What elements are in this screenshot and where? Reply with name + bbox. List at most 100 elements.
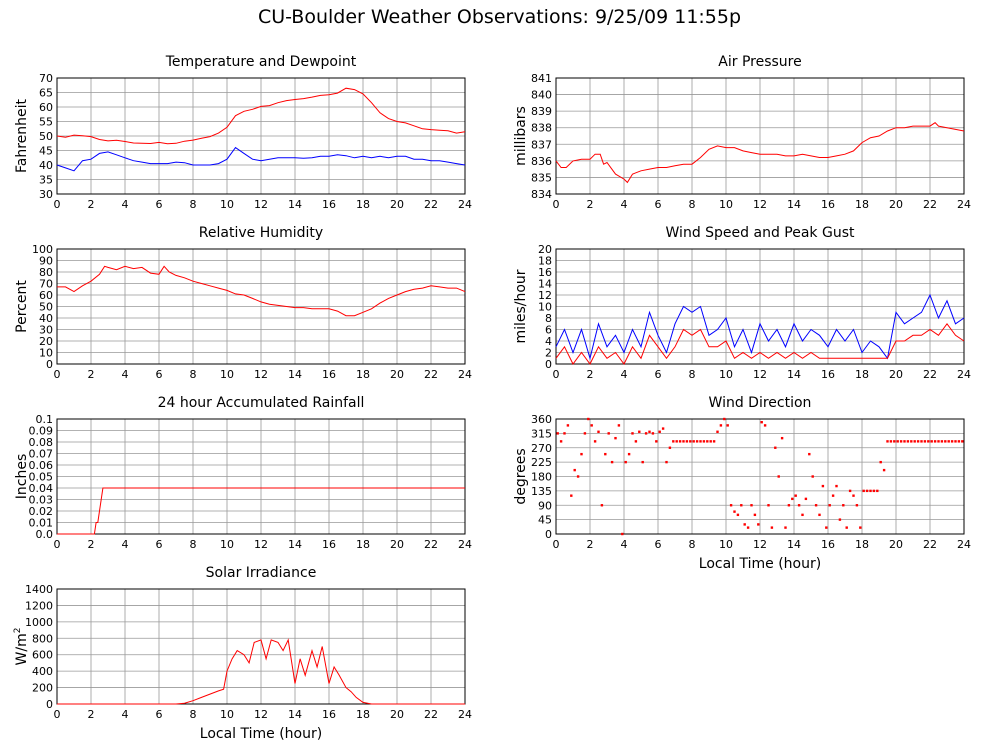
x-tick-label: 22 (424, 198, 438, 211)
x-tick-label: 24 (957, 368, 971, 381)
data-point (699, 440, 702, 443)
data-point (859, 526, 862, 529)
data-point (566, 424, 570, 427)
data-point (658, 430, 661, 433)
x-tick-label: 24 (458, 708, 472, 721)
x-tick-label: 20 (889, 538, 903, 551)
y-tick-label: 0 (545, 358, 552, 371)
x-tick-label: 18 (855, 198, 869, 211)
x-tick-label: 22 (424, 368, 438, 381)
x-tick-label: 12 (254, 368, 268, 381)
data-point (791, 497, 794, 501)
data-point (583, 432, 587, 435)
data-point (624, 460, 627, 464)
data-point (668, 446, 672, 449)
y-tick-label: 4 (545, 335, 552, 348)
chart-direction: 0 2 4 6 8 10 12 14 16 18 20 22 240459013518022527031… (513, 395, 971, 572)
x-tick-label: 14 (787, 368, 801, 381)
y-tick-label: 225 (531, 456, 552, 469)
data-point (590, 424, 593, 427)
x-tick-label: 0 (553, 198, 560, 211)
y-tick-label: 45 (39, 145, 53, 158)
x-tick-label: 10 (719, 538, 733, 551)
x-tick-label: 4 (122, 198, 129, 211)
x-tick-label: 14 (288, 538, 302, 551)
y-tick-label: 0.1 (36, 413, 54, 426)
x-tick-label: 24 (458, 198, 472, 211)
data-point (855, 504, 859, 507)
series-line-temp-1 (56, 146, 466, 172)
series-line-rain-0 (57, 487, 465, 535)
x-tick-label: 8 (190, 368, 197, 381)
x-tick-label: 8 (689, 538, 696, 551)
x-tick-label: 20 (390, 198, 404, 211)
y-tick-label: 0.01 (29, 517, 54, 530)
y-tick-label: 70 (39, 278, 53, 291)
chart-title: Wind Direction (709, 395, 812, 411)
data-point (940, 440, 944, 443)
y-tick-label: 837 (531, 138, 552, 151)
x-tick-label: 12 (753, 368, 767, 381)
y-axis-label: millibars (513, 106, 529, 166)
x-tick-label: 2 (587, 538, 594, 551)
data-point (610, 460, 614, 464)
data-point (947, 440, 950, 443)
x-tick-label: 12 (753, 198, 767, 211)
data-point (957, 440, 961, 443)
x-tick-label: 14 (787, 198, 801, 211)
x-tick-label: 4 (122, 368, 129, 381)
x-tick-label: 12 (254, 708, 268, 721)
data-point (825, 526, 828, 529)
y-tick-label: 315 (531, 427, 552, 440)
data-point (614, 436, 617, 440)
chart-title: Relative Humidity (199, 225, 323, 241)
y-tick-label: 2 (545, 347, 552, 360)
x-tick-label: 16 (322, 368, 336, 381)
data-point (736, 513, 740, 517)
data-point (723, 417, 726, 421)
data-point (831, 494, 835, 497)
y-axis-label: Inches (14, 454, 30, 499)
x-tick-label: 0 (54, 538, 61, 551)
data-point (774, 446, 777, 449)
y-tick-label: 0.04 (29, 482, 54, 495)
data-point (903, 440, 906, 443)
x-tick-label: 6 (655, 368, 662, 381)
data-point (729, 504, 733, 507)
data-point (706, 440, 709, 443)
data-point (954, 440, 957, 443)
x-tick-label: 4 (621, 198, 628, 211)
data-point (818, 513, 821, 517)
data-point (600, 504, 604, 507)
x-tick-label: 0 (54, 368, 61, 381)
data-point (801, 513, 804, 517)
x-tick-label: 24 (458, 538, 472, 551)
y-tick-label: 45 (538, 514, 552, 527)
data-point (927, 440, 930, 443)
data-point (655, 440, 658, 443)
x-tick-label: 12 (254, 198, 268, 211)
x-tick-label: 20 (390, 708, 404, 721)
data-point (842, 504, 845, 507)
data-point (682, 440, 685, 443)
data-point (689, 440, 692, 443)
data-point (937, 440, 940, 443)
x-tick-label: 18 (356, 538, 370, 551)
y-tick-label: 0 (545, 528, 552, 541)
data-point (651, 432, 655, 435)
x-tick-label: 22 (923, 538, 937, 551)
data-point (743, 523, 746, 526)
y-tick-label: 20 (538, 243, 552, 256)
x-tick-label: 10 (719, 368, 733, 381)
x-tick-label: 16 (322, 538, 336, 551)
data-point (930, 440, 933, 443)
data-point (685, 440, 689, 443)
chart-title: Solar Irradiance (206, 565, 317, 581)
plot-frame (555, 248, 965, 365)
y-tick-label: 841 (531, 72, 552, 85)
data-point (804, 497, 808, 501)
x-tick-label: 2 (587, 368, 594, 381)
x-tick-label: 4 (122, 708, 129, 721)
x-tick-label: 8 (190, 198, 197, 211)
data-point (933, 440, 937, 443)
